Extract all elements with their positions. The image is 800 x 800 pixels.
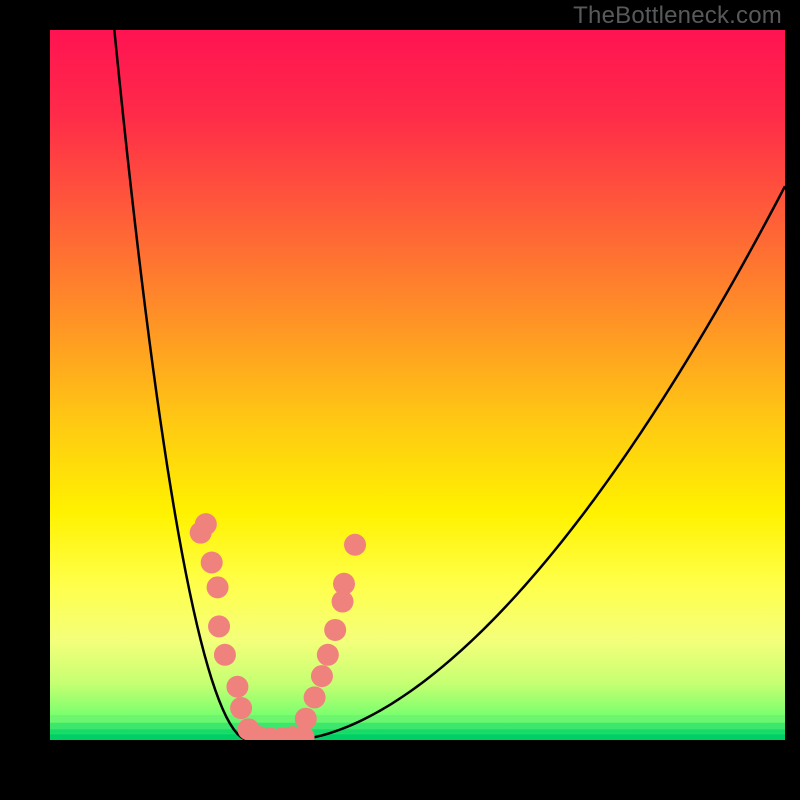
bottleneck-chart — [0, 0, 800, 800]
watermark-text: TheBottleneck.com — [573, 2, 782, 30]
chart-container: TheBottleneck.com — [0, 0, 800, 800]
